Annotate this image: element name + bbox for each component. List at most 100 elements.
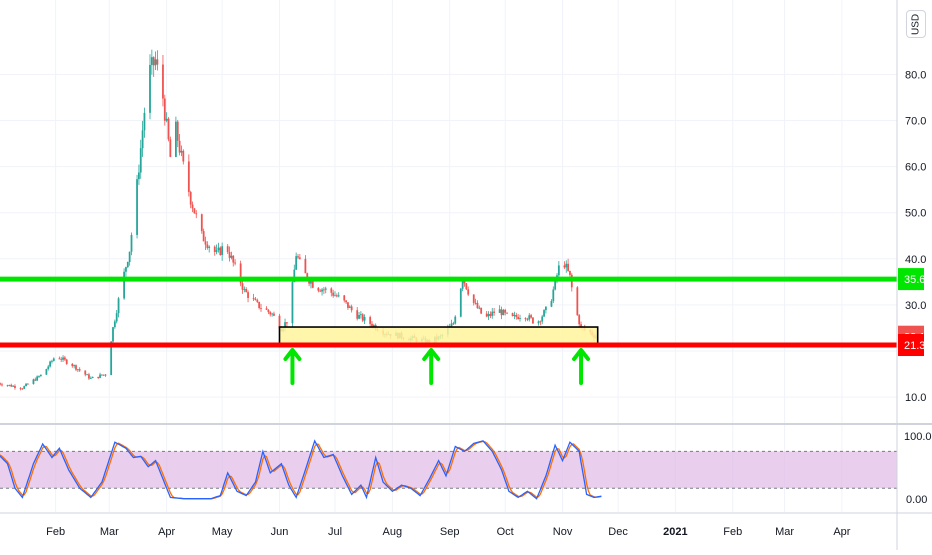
candle [84, 370, 87, 377]
candle-body [27, 383, 29, 385]
currency-badge[interactable]: USD [906, 10, 926, 38]
candle [178, 133, 181, 156]
candle-body [126, 261, 129, 268]
candle-body [52, 358, 55, 361]
candle-body [150, 57, 153, 65]
candle-body [130, 234, 133, 252]
candle-body [298, 257, 301, 259]
candle-body [256, 300, 259, 302]
candle-body [543, 310, 545, 317]
candle [476, 300, 479, 309]
candle-body [89, 378, 92, 379]
candle [245, 287, 248, 293]
candle-body [73, 365, 76, 367]
candle-body [14, 385, 16, 388]
candle-body [12, 385, 14, 387]
support-zone-rectangle[interactable] [278, 326, 599, 346]
candle-body [195, 213, 198, 215]
resistance-price-label: 35.6 [898, 268, 925, 291]
candle [45, 368, 48, 375]
candle [143, 107, 146, 138]
candle [39, 374, 42, 377]
candle [71, 362, 74, 368]
candle-body [450, 323, 453, 327]
time-tick-label: Apr [158, 526, 175, 538]
candle-body [334, 295, 336, 297]
candle-body [319, 290, 322, 292]
candle-body [348, 306, 351, 308]
candle [163, 94, 166, 126]
candle-body [219, 247, 222, 255]
candle-body [528, 315, 531, 320]
candle [557, 261, 560, 280]
candle-body [324, 288, 327, 290]
price-axis[interactable]: 10.0 30.0 40.0 50.0 60.0 70.0 80.0 [905, 69, 926, 404]
candle-body [123, 271, 125, 299]
oscillator-upper-label: 100.00 [904, 431, 932, 443]
candle [478, 305, 481, 310]
candle-body [335, 295, 338, 297]
time-tick-label: Aug [383, 526, 403, 538]
candle [88, 372, 90, 381]
candle [175, 116, 177, 158]
candle [191, 201, 194, 213]
candle [269, 311, 272, 317]
candle [58, 356, 61, 360]
candle [1, 382, 3, 387]
candle [139, 139, 142, 179]
candle [8, 384, 11, 387]
candle [358, 311, 360, 320]
candle [76, 369, 79, 372]
candle [291, 277, 294, 328]
candle [62, 355, 64, 363]
candle [541, 314, 544, 325]
time-tick-label: Jul [328, 526, 342, 538]
candle-body [138, 172, 140, 180]
candle-body [213, 246, 216, 252]
candle-body [361, 314, 364, 321]
candle [117, 296, 120, 318]
candle-body [91, 376, 94, 379]
candle [126, 261, 129, 269]
candle-body [32, 379, 35, 384]
candle [125, 266, 127, 277]
candle-body [511, 313, 514, 316]
candle [335, 293, 338, 298]
candle-body [310, 281, 312, 284]
candle-body [252, 297, 255, 299]
candle-body [304, 258, 307, 274]
time-axis[interactable]: Feb Mar Apr May Jun Jul Aug Sep Oct Nov Dec 2021 Feb… [0, 512, 932, 538]
up-arrow-icon [572, 348, 591, 386]
candle-body [356, 310, 359, 319]
time-tick-label: Mar [775, 526, 794, 538]
candle [86, 373, 88, 376]
price-tick-label: 70.0 [905, 116, 926, 128]
candle-body [191, 204, 194, 209]
candle-body [271, 313, 273, 315]
candle-body [187, 161, 190, 192]
candle-body [463, 280, 466, 284]
candle [360, 311, 362, 319]
oscillator-lower-label: 0.00 [906, 494, 927, 506]
time-tick-label: 2021 [663, 526, 687, 538]
candle-body [563, 265, 566, 268]
candle-body [247, 292, 249, 298]
candle [230, 251, 233, 260]
candle-body [476, 302, 479, 309]
candle [128, 251, 131, 266]
candle [513, 311, 516, 320]
candle-body [311, 281, 314, 288]
candle [243, 286, 246, 293]
resistance-price-label-text: 35.6 [904, 274, 925, 286]
candle [347, 302, 349, 310]
candle [500, 306, 503, 320]
candle-body [65, 359, 68, 364]
price-labels: 35.623.121.3 [898, 268, 925, 357]
time-tick-label: Feb [46, 526, 65, 538]
candle [0, 382, 2, 386]
candle-body [515, 314, 518, 317]
candle [350, 304, 353, 313]
price-tick-label: 80.0 [905, 69, 926, 81]
